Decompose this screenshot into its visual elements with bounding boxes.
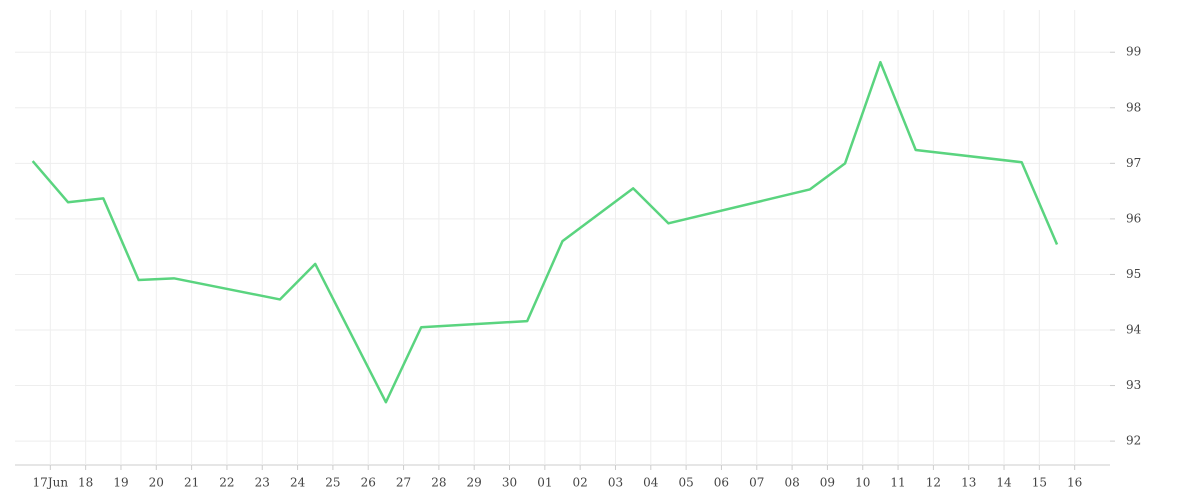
x-tick-label: 20 — [149, 476, 164, 490]
x-tick-label: 03 — [608, 476, 623, 490]
x-tick-label: 11 — [890, 476, 905, 490]
x-tick-label: 19 — [113, 476, 128, 490]
x-tick-label: 22 — [219, 476, 234, 490]
x-tick-label: 10 — [855, 476, 870, 490]
x-tick-label: 18 — [78, 476, 93, 490]
x-tick-label: 30 — [502, 476, 517, 490]
y-tick-label: 96 — [1126, 211, 1141, 225]
data-line — [31, 60, 1059, 404]
x-tick-label: 16 — [1067, 476, 1082, 490]
x-tick-label: 29 — [467, 476, 482, 490]
x-tick-label: 24 — [290, 476, 306, 490]
x-tick-label: 25 — [325, 476, 340, 490]
x-tick-label: 21 — [184, 476, 199, 490]
x-tick-label: 09 — [820, 476, 835, 490]
y-tick-label: 95 — [1126, 267, 1141, 281]
x-tick-label: 08 — [784, 476, 799, 490]
y-tick-label: 98 — [1126, 100, 1141, 114]
x-tick-label: 07 — [749, 476, 764, 490]
x-tick-label: 28 — [431, 476, 446, 490]
x-tick-label: 26 — [361, 476, 376, 490]
y-tick-label: 99 — [1126, 45, 1141, 59]
x-tick-label: 23 — [255, 476, 270, 490]
y-tick-label: 92 — [1126, 434, 1141, 448]
x-tick-label: 12 — [926, 476, 941, 490]
x-tick-label: 17Jun — [33, 476, 69, 490]
x-tick-label: 02 — [573, 476, 588, 490]
y-tick-label: 97 — [1126, 156, 1141, 170]
y-tick-label: 93 — [1126, 378, 1141, 392]
x-tick-label: 27 — [396, 476, 411, 490]
x-tick-label: 14 — [996, 476, 1012, 490]
x-tick-label: 05 — [678, 476, 693, 490]
x-tick-label: 13 — [961, 476, 976, 490]
x-tick-label: 06 — [714, 476, 729, 490]
x-tick-label: 04 — [643, 476, 659, 490]
y-tick-label: 94 — [1126, 323, 1142, 337]
x-tick-label: 15 — [1032, 476, 1047, 490]
x-tick-label: 01 — [537, 476, 552, 490]
